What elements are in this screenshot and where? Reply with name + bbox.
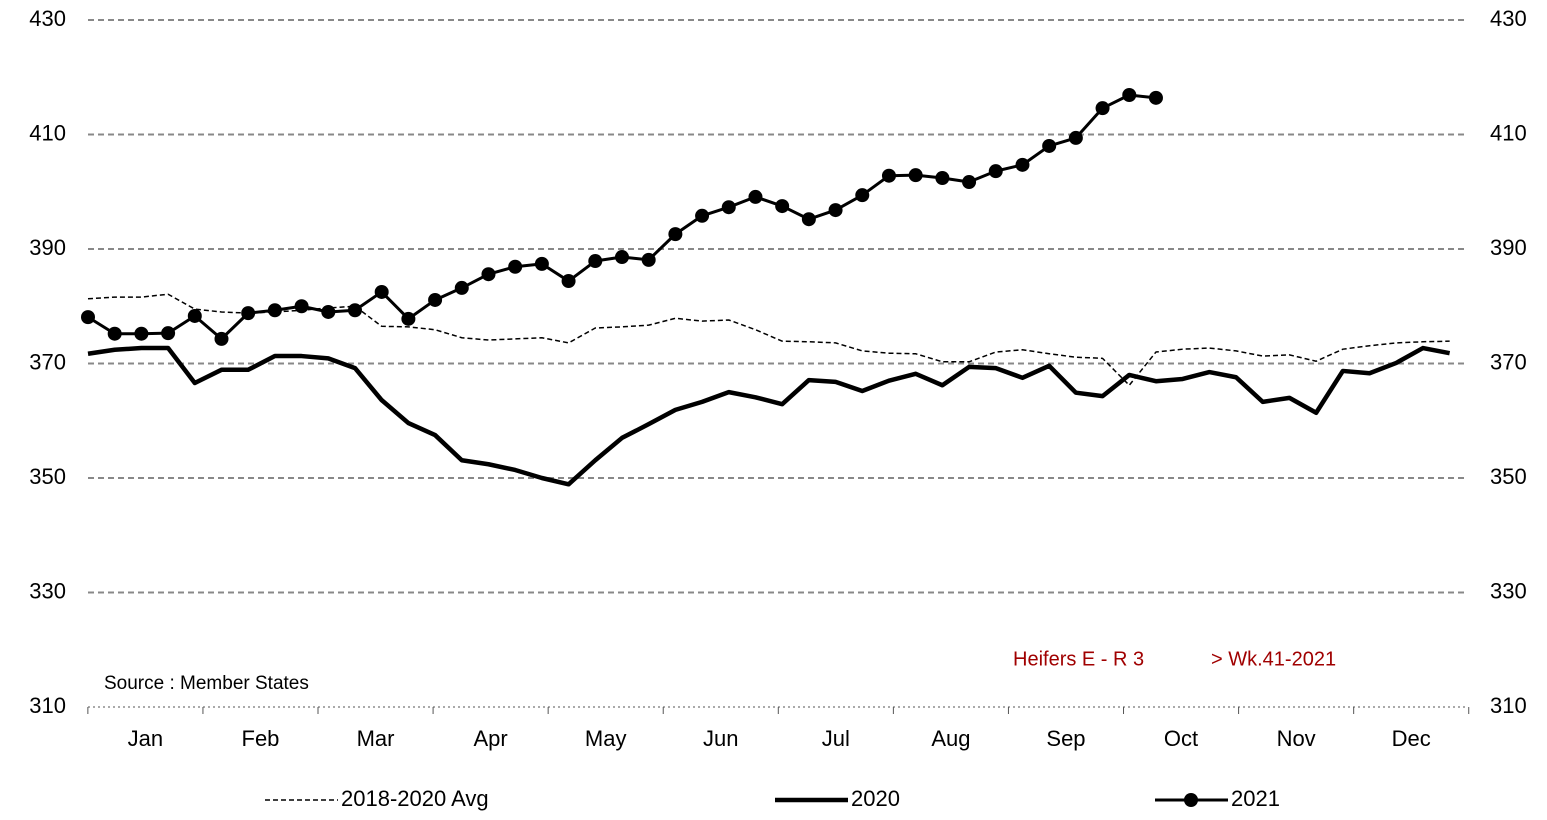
x-tick-label: Jun: [703, 726, 738, 751]
y2-tick-label: 330: [1490, 578, 1527, 603]
legend-label: 2018-2020 Avg: [341, 786, 489, 811]
series-point: [801, 212, 816, 227]
y-tick-label: 310: [29, 693, 66, 718]
series-point: [908, 168, 923, 183]
annotation: > Wk.41-2021: [1211, 648, 1336, 670]
x-tick-label: Mar: [357, 726, 395, 751]
series-point: [454, 280, 469, 295]
series-point: [775, 199, 790, 214]
series-point: [855, 188, 870, 203]
y-tick-label: 370: [29, 349, 66, 374]
x-tick-label: Nov: [1277, 726, 1316, 751]
legend-label: 2020: [851, 786, 900, 811]
series-point: [347, 303, 362, 318]
series-point: [668, 227, 683, 242]
series-point: [214, 331, 229, 346]
series-line: [87, 345, 1451, 487]
series-point: [1148, 90, 1163, 105]
series-point: [1068, 130, 1083, 145]
series-point: [881, 168, 896, 183]
series-point: [935, 171, 950, 186]
series-point: [1042, 138, 1057, 153]
y-tick-label: 410: [29, 120, 66, 145]
legend-marker: [1184, 793, 1198, 807]
source-note: Source : Member States: [104, 673, 309, 694]
series-point: [614, 250, 629, 265]
x-tick-label: May: [585, 726, 627, 751]
legend-label: 2021: [1231, 786, 1280, 811]
series-point: [187, 308, 202, 323]
series-point: [161, 326, 176, 341]
x-tick-label: Aug: [931, 726, 970, 751]
series-point: [988, 164, 1003, 179]
x-tick-label: Feb: [242, 726, 280, 751]
series-point: [428, 292, 443, 307]
y2-tick-label: 390: [1490, 235, 1527, 260]
series-point: [401, 311, 416, 326]
x-tick-label: Dec: [1392, 726, 1431, 751]
series-point: [1122, 87, 1137, 102]
x-tick-label: Sep: [1046, 726, 1085, 751]
series-point: [508, 259, 523, 274]
x-tick-label: Jul: [822, 726, 850, 751]
annotation: Heifers E - R 3: [1013, 648, 1144, 670]
y-tick-label: 350: [29, 464, 66, 489]
series-point: [721, 200, 736, 215]
series-point: [374, 284, 389, 299]
series-point: [107, 326, 122, 341]
y-tick-label: 430: [29, 6, 66, 31]
y2-tick-label: 410: [1490, 120, 1527, 145]
y2-tick-label: 370: [1490, 349, 1527, 374]
series-point: [321, 304, 336, 319]
y2-tick-label: 350: [1490, 464, 1527, 489]
series-point: [588, 254, 603, 269]
series-point: [267, 303, 282, 318]
series-point: [561, 274, 576, 289]
y2-tick-label: 430: [1490, 6, 1527, 31]
y-tick-label: 330: [29, 578, 66, 603]
series-line: [87, 93, 1157, 341]
series-point: [134, 326, 149, 341]
series-point: [534, 256, 549, 271]
series-point: [641, 252, 656, 267]
y2-tick-label: 310: [1490, 693, 1527, 718]
series-point: [828, 203, 843, 218]
series-point: [481, 267, 496, 282]
x-tick-label: Apr: [473, 726, 507, 751]
series-point: [294, 299, 309, 314]
x-tick-label: Jan: [128, 726, 163, 751]
series-point: [695, 208, 710, 223]
y-tick-label: 390: [29, 235, 66, 260]
series-point: [81, 310, 95, 325]
x-tick-label: Oct: [1164, 726, 1198, 751]
series-point: [1015, 157, 1030, 172]
series-point: [1095, 101, 1110, 116]
series-point: [962, 175, 977, 190]
series-point: [748, 189, 763, 204]
series-point: [241, 306, 256, 321]
